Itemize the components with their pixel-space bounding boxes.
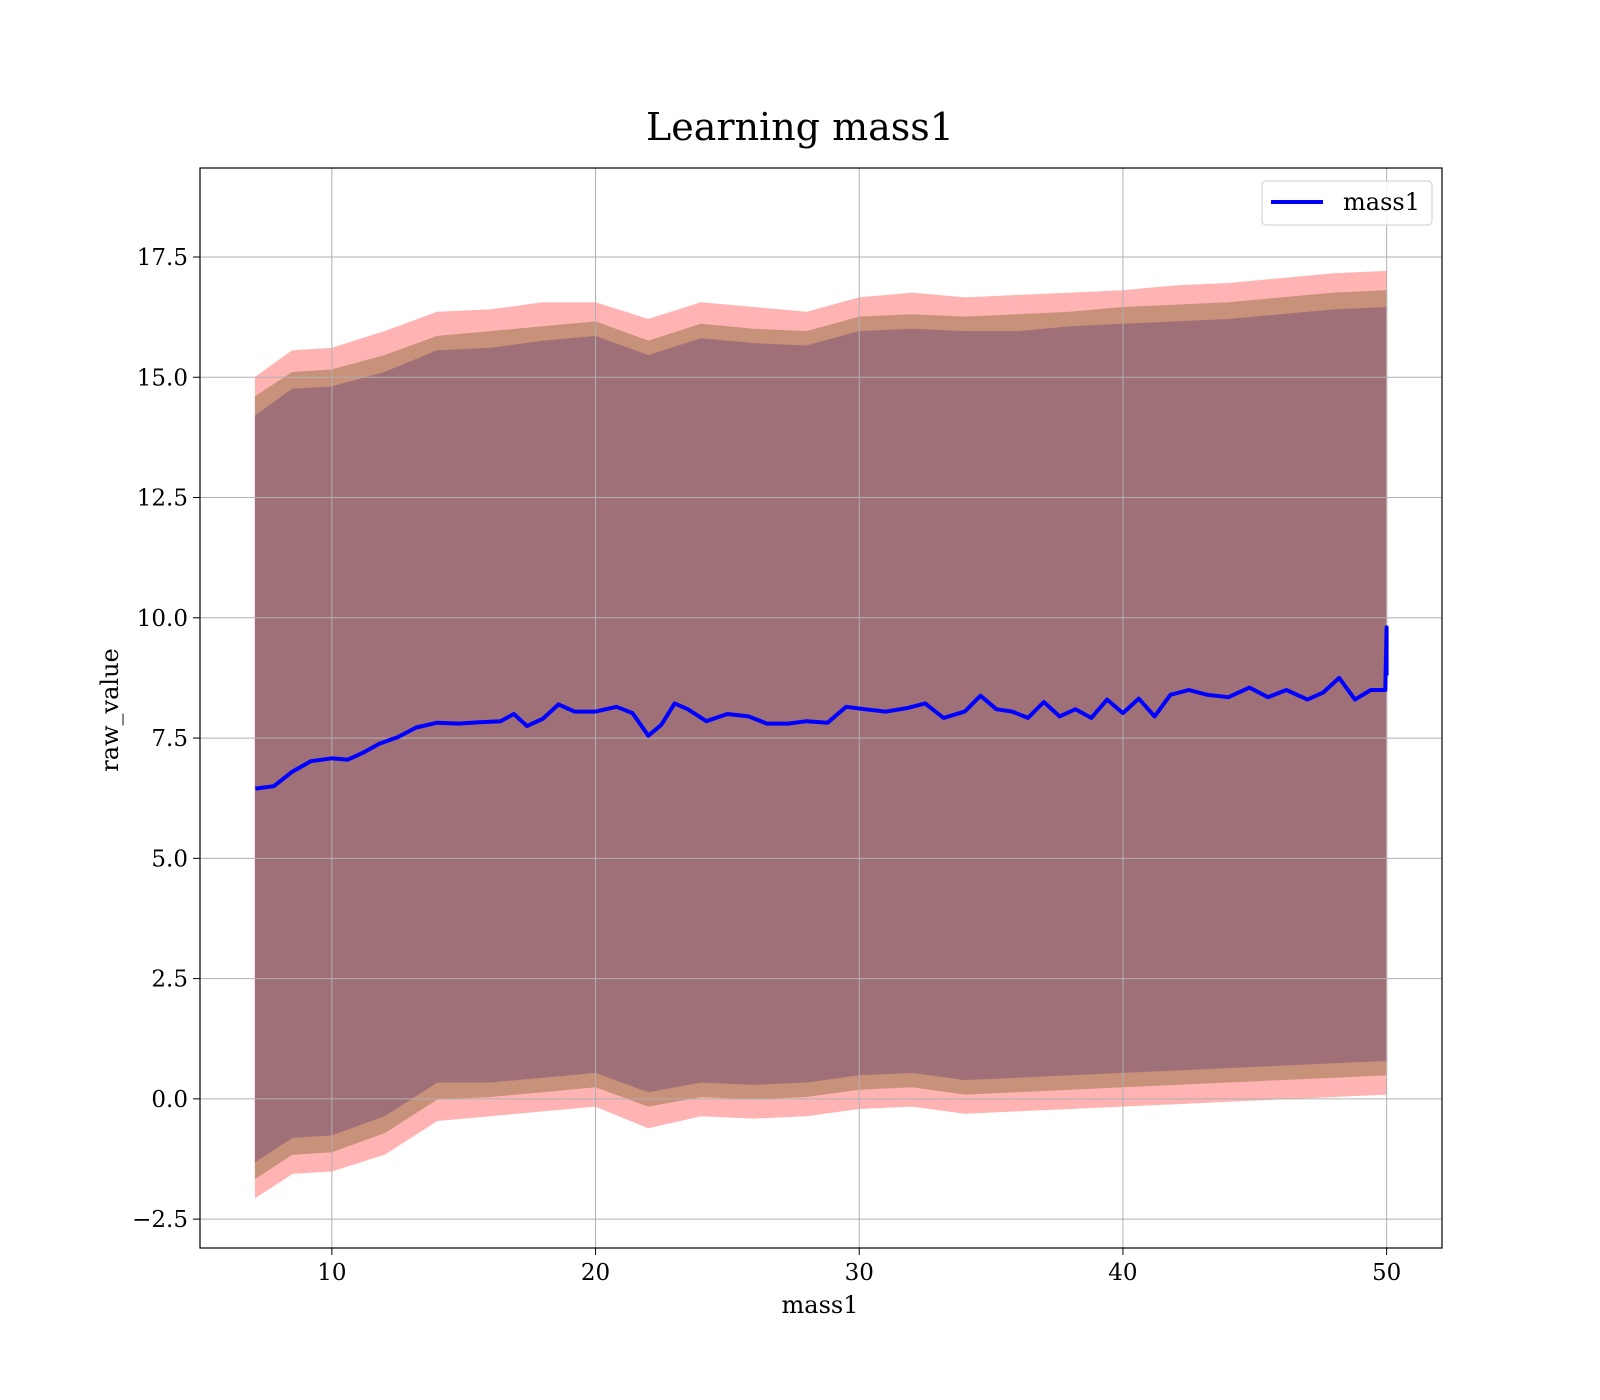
line-layer bbox=[255, 625, 1389, 791]
plot-frame bbox=[199, 167, 1443, 1249]
legend-label-mass1: mass1 bbox=[1343, 188, 1420, 216]
x-tick-label: 10 bbox=[317, 1260, 346, 1286]
y-tick-label: 12.5 bbox=[137, 486, 188, 512]
y-axis-label: raw_value bbox=[96, 648, 124, 772]
grid-layer bbox=[200, 168, 1442, 1248]
x-tick-label: 20 bbox=[581, 1260, 610, 1286]
x-tick-label: 40 bbox=[1108, 1260, 1137, 1286]
legend: mass1 bbox=[1261, 180, 1433, 226]
uncertainty-band-3 bbox=[254, 306, 1388, 1163]
y-axis-ticks: −2.5 0.0 2.5 5.0 7.5 10.0 12.5 15.0 17.5 bbox=[132, 245, 200, 1233]
y-tick-label: 15.0 bbox=[137, 365, 188, 391]
x-tick-label: 30 bbox=[845, 1260, 874, 1286]
y-tick-label: 17.5 bbox=[137, 245, 188, 271]
x-axis-label: mass1 bbox=[782, 1291, 859, 1319]
y-tick-label: 7.5 bbox=[151, 726, 188, 752]
y-tick-label: 2.5 bbox=[151, 967, 188, 993]
band-layer bbox=[254, 270, 1388, 1199]
series-line-mass1 bbox=[255, 625, 1389, 791]
y-tick-label: 5.0 bbox=[151, 846, 188, 872]
y-tick-label: 10.0 bbox=[137, 606, 188, 632]
x-tick-label: 50 bbox=[1372, 1260, 1401, 1286]
y-tick-label: −2.5 bbox=[132, 1207, 188, 1233]
legend-box bbox=[1261, 180, 1433, 226]
x-axis-ticks: 10 20 30 40 50 bbox=[317, 1248, 1401, 1286]
chart-title: Learning mass1 bbox=[646, 105, 954, 149]
y-tick-label: 0.0 bbox=[151, 1087, 188, 1113]
